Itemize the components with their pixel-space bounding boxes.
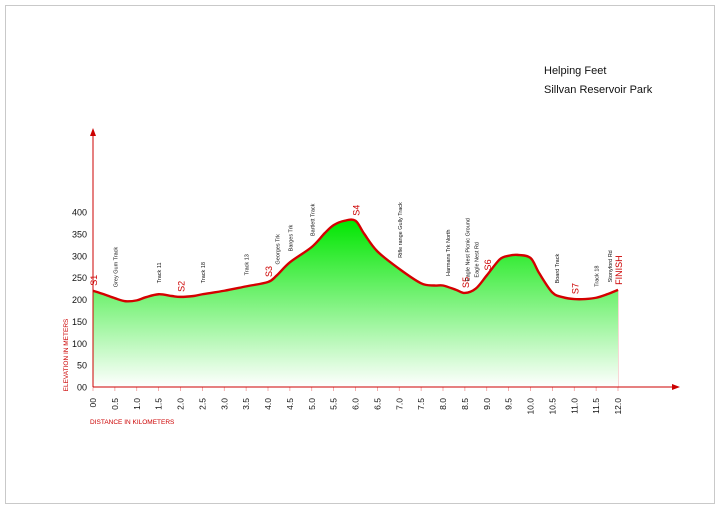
y-tick-label: 00 bbox=[77, 383, 87, 393]
landmark-label: Track 18 bbox=[201, 262, 207, 283]
y-tick-label: 200 bbox=[72, 295, 87, 305]
landmark-label: Rifle range Gully Track bbox=[398, 202, 404, 258]
station-marker: S7 bbox=[570, 283, 580, 294]
landmark-label: Georges Trk bbox=[275, 234, 281, 265]
title-line-2: Sillvan Reservoir Park bbox=[544, 84, 653, 96]
landmark-label: Grey Gum Track bbox=[113, 247, 119, 288]
x-tick-label: 8.5 bbox=[460, 398, 470, 410]
x-tick-label: 2.0 bbox=[176, 398, 186, 410]
title-block: Helping Feet Sillvan Reservoir Park bbox=[544, 62, 652, 100]
y-tick-label: 400 bbox=[72, 208, 87, 218]
x-tick-label: 12.0 bbox=[613, 398, 623, 415]
x-axis-label: DISTANCE IN KILOMETERS bbox=[90, 419, 175, 426]
x-tick-label: 3.5 bbox=[241, 398, 251, 410]
landmark-label: Track 13 bbox=[245, 254, 251, 275]
landmark-label: Harmans Trk North bbox=[446, 229, 452, 275]
x-tick-label: 2.5 bbox=[197, 398, 207, 410]
landmark-label: Bartlett Track bbox=[310, 203, 316, 236]
landmark-label: Track 18 bbox=[595, 266, 601, 287]
x-tick-label: 00 bbox=[88, 398, 98, 408]
x-axis-arrow bbox=[672, 384, 680, 390]
y-tick-label: 300 bbox=[72, 251, 87, 261]
tick-labels: 00 50 100 150 200 250 300 350 400 00 0.5 1.0 1.5 2.0 2… bbox=[72, 208, 623, 415]
y-axis-label: ELEVATION IN METERS bbox=[63, 318, 70, 391]
x-tick-label: 1.0 bbox=[132, 398, 142, 410]
x-tick-label: 9.5 bbox=[504, 398, 514, 410]
x-tick-label: 11.5 bbox=[591, 398, 601, 414]
x-tick-label: 10.5 bbox=[547, 398, 557, 415]
station-marker: S4 bbox=[352, 205, 362, 216]
x-tick-label: 0.5 bbox=[110, 398, 120, 410]
x-tick-label: 11.0 bbox=[569, 398, 579, 414]
y-axis-arrow bbox=[90, 128, 96, 136]
x-tick-label: 7.0 bbox=[394, 398, 404, 410]
x-tick-label: 6.0 bbox=[351, 398, 361, 410]
x-tick-label: 4.5 bbox=[285, 398, 295, 410]
landmark-label: Eagle Nest Rd bbox=[474, 242, 480, 277]
x-tick-label: 6.5 bbox=[372, 398, 382, 410]
axes bbox=[90, 128, 680, 390]
y-tick-label: 50 bbox=[77, 361, 87, 371]
landmark-label: Board Track bbox=[555, 254, 561, 284]
station-marker: S2 bbox=[177, 281, 187, 292]
station-marker: FINISH bbox=[614, 255, 624, 285]
x-tick-label: 10.0 bbox=[526, 398, 536, 415]
y-tick-label: 100 bbox=[72, 339, 87, 349]
x-tick-label: 3.0 bbox=[219, 398, 229, 410]
landmark-label: Track 11 bbox=[157, 262, 163, 283]
x-tick-label: 4.0 bbox=[263, 398, 273, 410]
x-tick-label: 9.0 bbox=[482, 398, 492, 410]
y-tick-label: 350 bbox=[72, 229, 87, 239]
elevation-line bbox=[92, 218, 619, 303]
title-line-1: Helping Feet bbox=[544, 65, 607, 77]
x-tick-label: 5.5 bbox=[329, 398, 339, 410]
annotations: S1 Grey Gum Track Track 11 S2 Track 18 Track … bbox=[89, 202, 624, 294]
y-tick-label: 150 bbox=[72, 317, 87, 327]
landmark-label: Eagle Nest Picnic Ground bbox=[466, 218, 472, 281]
y-tick-label: 250 bbox=[72, 273, 87, 283]
landmark-label: Barges Trk bbox=[288, 224, 294, 251]
station-marker: S5 bbox=[461, 277, 471, 288]
station-marker: S6 bbox=[483, 259, 493, 270]
elevation-area bbox=[93, 219, 618, 387]
x-tick-label: 1.5 bbox=[154, 398, 164, 410]
station-marker: S1 bbox=[89, 275, 99, 286]
station-marker: S3 bbox=[264, 266, 274, 277]
landmark-label: Stonyford Rd bbox=[608, 250, 614, 282]
x-tick-label: 5.0 bbox=[307, 398, 317, 410]
x-tick-label: 8.0 bbox=[438, 398, 448, 410]
page-frame bbox=[5, 5, 715, 504]
x-tick-label: 7.5 bbox=[416, 398, 426, 410]
